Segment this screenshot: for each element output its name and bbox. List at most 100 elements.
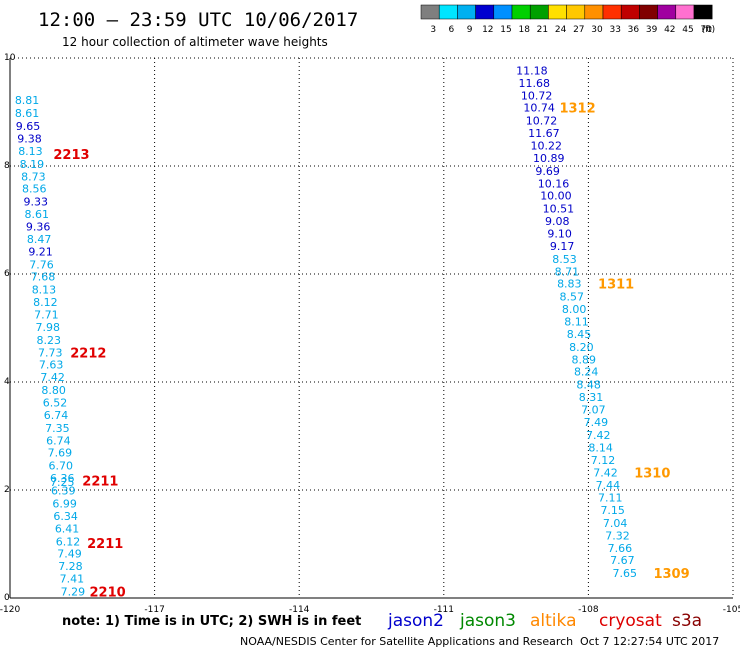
legend-swatch-8 [566,4,586,20]
wave-height-point: 6.12 [56,535,81,548]
orbit-number-labels: 2213 2212 2211 2211 2210 1312 1311 1310 1309 [53,102,689,601]
wave-height-point: 7.42 [40,371,64,384]
wave-height-point: 7.65 [613,567,638,580]
wave-height-point: 8.24 [574,366,599,379]
wave-height-point: 7.32 [605,529,630,542]
wave-height-point: 8.14 [588,441,613,454]
wave-height-point: 8.57 [559,291,584,304]
wave-height-point: 7.73 [38,346,63,359]
wave-height-point: 6.39 [51,485,76,498]
legend-swatch-2 [457,4,476,20]
y-tick-label: 2 [4,485,10,495]
orbit-number-label: 1311 [598,278,634,293]
wave-height-point: 7.76 [29,258,53,271]
wave-height-point: 9.10 [547,228,572,241]
legend-tick-label: 42 [664,25,675,35]
legend-swatch-11 [620,4,640,20]
legend-tick-label: 6 [449,25,455,35]
footer-note: note: 1) Time is in UTC; 2) SWH is in fe… [62,614,361,629]
legend-swatch-12 [639,4,658,20]
wave-height-point: 8.45 [567,328,592,341]
wave-height-point: 6.34 [53,510,78,523]
y-tick-label: 10 [4,53,16,63]
x-tick-label: -117 [144,605,164,615]
y-tick-label: 4 [4,377,10,387]
satellite-legend: jason2 jason3 altika cryosat s3a [387,611,702,631]
color-scale-legend: 3 6 9 12 15 18 21 24 27 30 33 36 39 42 45 70(ft) [420,4,715,35]
wave-height-point: 6.52 [43,397,68,410]
legend-swatch-15 [693,4,713,20]
satellite-legend-jason2: jason2 [387,611,444,631]
wave-height-point: 8.53 [552,253,577,266]
wave-height-point: 8.89 [572,353,597,366]
wave-height-point: 7.12 [591,454,616,467]
x-tick-label: -114 [289,605,310,615]
wave-height-point: 9.69 [535,165,560,178]
satellite-legend-altika: altika [530,611,577,631]
wave-height-point: 8.71 [555,265,580,278]
wave-height-point: 7.44 [596,479,621,492]
wave-height-point: 7.69 [48,447,73,460]
legend-swatch-5 [511,4,531,20]
legend-tick-label: 21 [537,25,548,35]
wave-height-point: 9.65 [16,120,41,133]
x-tick-label: -108 [578,605,599,615]
wave-height-point: 10.89 [533,152,565,165]
satellite-legend-cryosat: cryosat [599,611,662,631]
wave-height-point: 7.41 [60,573,84,586]
legend-tick-label: 3 [430,25,436,35]
legend-swatch-10 [602,4,622,20]
chart-title: 12:00 – 23:59 UTC 10/06/2017 [38,9,358,31]
satellite-legend-jason3: jason3 [459,611,516,631]
legend-swatch-7 [548,4,567,20]
wave-height-point: 8.23 [37,334,62,347]
wave-height-point: 6.74 [44,409,69,422]
wave-height-point: 8.31 [579,391,604,404]
legend-swatch-0 [420,4,440,20]
wave-height-point: 8.20 [569,341,594,354]
wave-height-point: 6.99 [52,498,77,511]
wave-height-point: 7.71 [34,309,59,322]
wave-height-point: 10.22 [531,139,563,152]
legend-tick-label: 15 [500,25,511,35]
wave-height-point: 11.68 [519,77,551,90]
wave-height-point: 10.51 [543,203,575,216]
wave-height-point: 11.18 [516,64,548,77]
wave-height-point: 7.04 [603,517,628,530]
wave-height-point: 8.83 [557,278,582,291]
wave-height-point: 10.72 [526,115,558,128]
legend-swatch-9 [584,4,604,20]
wave-height-point: 9.33 [23,196,48,209]
wave-height-point: 11.67 [528,127,560,140]
axis-tick-labels: -120 -117 -114 -111 -108 -105 0 2 4 6 8 10 [0,53,740,615]
wave-height-point: 9.08 [545,215,570,228]
wave-height-point: 7.49 [57,548,82,561]
wave-height-point: 7.07 [581,404,606,417]
wave-height-point: 10.16 [538,177,570,190]
orbit-number-label: 2212 [70,346,106,361]
wave-height-point: 7.29 [61,586,86,599]
wave-height-point: 7.11 [598,492,623,505]
footer-credit: NOAA/NESDIS Center for Satellite Applica… [240,635,573,648]
wave-height-point: 6.36 [50,472,74,485]
wave-height-point: 8.48 [576,379,601,392]
orbit-number-label: 2211 [87,537,123,552]
legend-tick-label: 33 [609,25,620,35]
plot-grid [9,57,734,599]
x-tick-label: -111 [434,605,454,615]
legend-tick-label: 12 [482,25,493,35]
wave-height-point: 7.28 [58,560,82,573]
wave-height-point: 8.12 [33,296,58,309]
wave-height-point: 8.56 [22,183,47,196]
wave-height-point: 10.74 [523,102,555,115]
legend-swatch-13 [657,4,677,20]
wave-height-point: 8.13 [18,145,43,158]
wave-height-point: 9.36 [26,220,50,233]
orbit-number-label: 2210 [90,586,126,601]
wave-height-point: 7.67 [610,554,635,567]
legend-tick-label: 9 [467,25,473,35]
chart-subtitle: 12 hour collection of altimeter wave hei… [62,35,328,49]
legend-tick-label: 24 [555,25,567,35]
orbit-number-label: 2211 [82,474,118,489]
